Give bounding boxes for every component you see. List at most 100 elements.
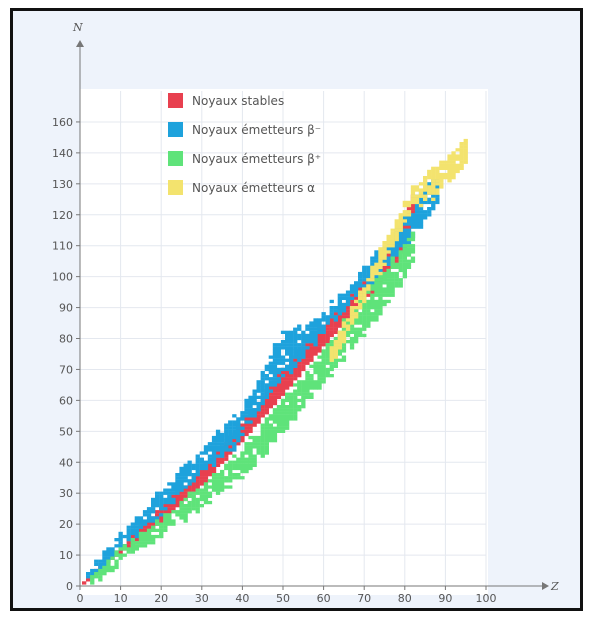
nucleus-cell: [142, 531, 148, 536]
nucleus-cell: [309, 392, 314, 396]
nucleus-cell: [398, 250, 403, 254]
nucleus-cell: [191, 482, 196, 486]
nucleus-cell: [390, 237, 395, 242]
nucleus-cell: [220, 473, 225, 477]
nucleus-cell: [293, 392, 298, 396]
nucleus-cell: [146, 513, 152, 517]
nucleus-cell: [410, 216, 416, 220]
nucleus-cell: [382, 256, 387, 260]
nucleus-cell: [414, 219, 420, 223]
nucleus-cell: [151, 510, 156, 514]
nucleus-cell: [406, 237, 412, 242]
nucleus-cell: [114, 553, 119, 557]
nucleus-cell: [276, 361, 282, 365]
nucleus-cell: [431, 207, 436, 211]
nucleus-cell: [126, 531, 131, 536]
nucleus-cell: [443, 160, 448, 164]
nucleus-cell: [297, 358, 302, 362]
nucleus-cell: [268, 423, 273, 427]
nucleus-cell: [142, 513, 148, 517]
nucleus-cell: [370, 315, 375, 319]
nucleus-cell: [414, 194, 420, 198]
nucleus-cell: [203, 451, 209, 455]
nucleus-cell: [435, 191, 440, 195]
nucleus-cell: [382, 290, 387, 294]
nucleus-cell: [285, 405, 290, 409]
nucleus-cell: [203, 469, 209, 474]
nucleus-cell: [179, 500, 184, 505]
legend-swatch: [168, 151, 183, 166]
nucleus-cell: [293, 330, 298, 334]
nucleus-cell: [268, 361, 273, 365]
nucleus-cell: [293, 414, 298, 418]
nucleus-cell: [297, 343, 302, 347]
nucleus-cell: [317, 333, 322, 338]
nucleus-cell: [155, 516, 160, 520]
nucleus-cell: [191, 476, 196, 480]
nucleus-cell: [94, 562, 99, 566]
nucleus-cell: [114, 565, 119, 570]
nucleus-cell: [256, 420, 261, 424]
nucleus-cell: [280, 355, 286, 359]
nucleus-cell: [354, 315, 359, 319]
nucleus-cell: [321, 370, 326, 375]
nucleus-cell: [118, 541, 123, 545]
nucleus-cell: [301, 367, 306, 372]
series-3: [329, 138, 468, 362]
nucleus-cell: [280, 392, 286, 396]
nucleus-cell: [199, 463, 204, 467]
nucleus-cell: [126, 534, 131, 539]
nucleus-cell: [163, 525, 168, 529]
nucleus-cell: [276, 414, 282, 418]
nucleus-cell: [309, 321, 314, 325]
nucleus-cell: [374, 250, 379, 254]
nucleus-cell: [297, 398, 302, 403]
nucleus-cell: [414, 222, 420, 226]
nucleus-cell: [155, 513, 160, 517]
nucleus-cell: [341, 293, 347, 297]
nucleus-cell: [195, 463, 200, 467]
nucleus-cell: [268, 439, 273, 443]
nucleus-cell: [374, 312, 379, 316]
nucleus-cell: [337, 293, 342, 297]
nucleus-cell: [175, 482, 180, 486]
nucleus-cell: [285, 346, 290, 350]
nucleus-cell: [394, 284, 399, 288]
nucleus-cell: [329, 330, 334, 334]
nucleus-cell: [224, 448, 229, 452]
nucleus-cell: [358, 321, 363, 325]
nucleus-cell: [293, 398, 298, 403]
nucleus-cell: [414, 225, 420, 229]
nucleus-cell: [390, 262, 395, 266]
nucleus-cell: [191, 488, 196, 492]
nucleus-cell: [309, 355, 314, 359]
nucleus-cell: [155, 519, 160, 523]
nucleus-cell: [264, 395, 269, 399]
nucleus-cell: [244, 401, 249, 406]
nucleus-cell: [114, 538, 119, 542]
nucleus-cell: [410, 197, 416, 201]
nucleus-cell: [207, 457, 213, 461]
nucleus-cell: [313, 361, 318, 365]
nucleus-cell: [130, 525, 135, 529]
nucleus-cell: [378, 306, 383, 310]
nucleus-cell: [167, 507, 172, 511]
nucleus-cell: [276, 367, 282, 372]
nucleus-cell: [435, 182, 440, 186]
nucleus-cell: [272, 370, 278, 375]
nucleus-cell: [114, 559, 119, 563]
nucleus-cell: [313, 367, 318, 372]
nucleus-cell: [280, 343, 286, 347]
nucleus-cell: [333, 355, 338, 359]
nucleus-cell: [297, 346, 302, 350]
nucleus-cell: [220, 432, 225, 437]
nucleus-cell: [358, 315, 363, 319]
nucleus-cell: [390, 284, 395, 288]
nucleus-cell: [289, 417, 294, 421]
nucleus-cell: [305, 374, 310, 378]
nucleus-cell: [211, 463, 217, 467]
nucleus-cell: [386, 299, 391, 304]
nucleus-cell: [293, 336, 298, 341]
nucleus-cell: [459, 148, 464, 152]
nucleus-cell: [370, 275, 375, 279]
